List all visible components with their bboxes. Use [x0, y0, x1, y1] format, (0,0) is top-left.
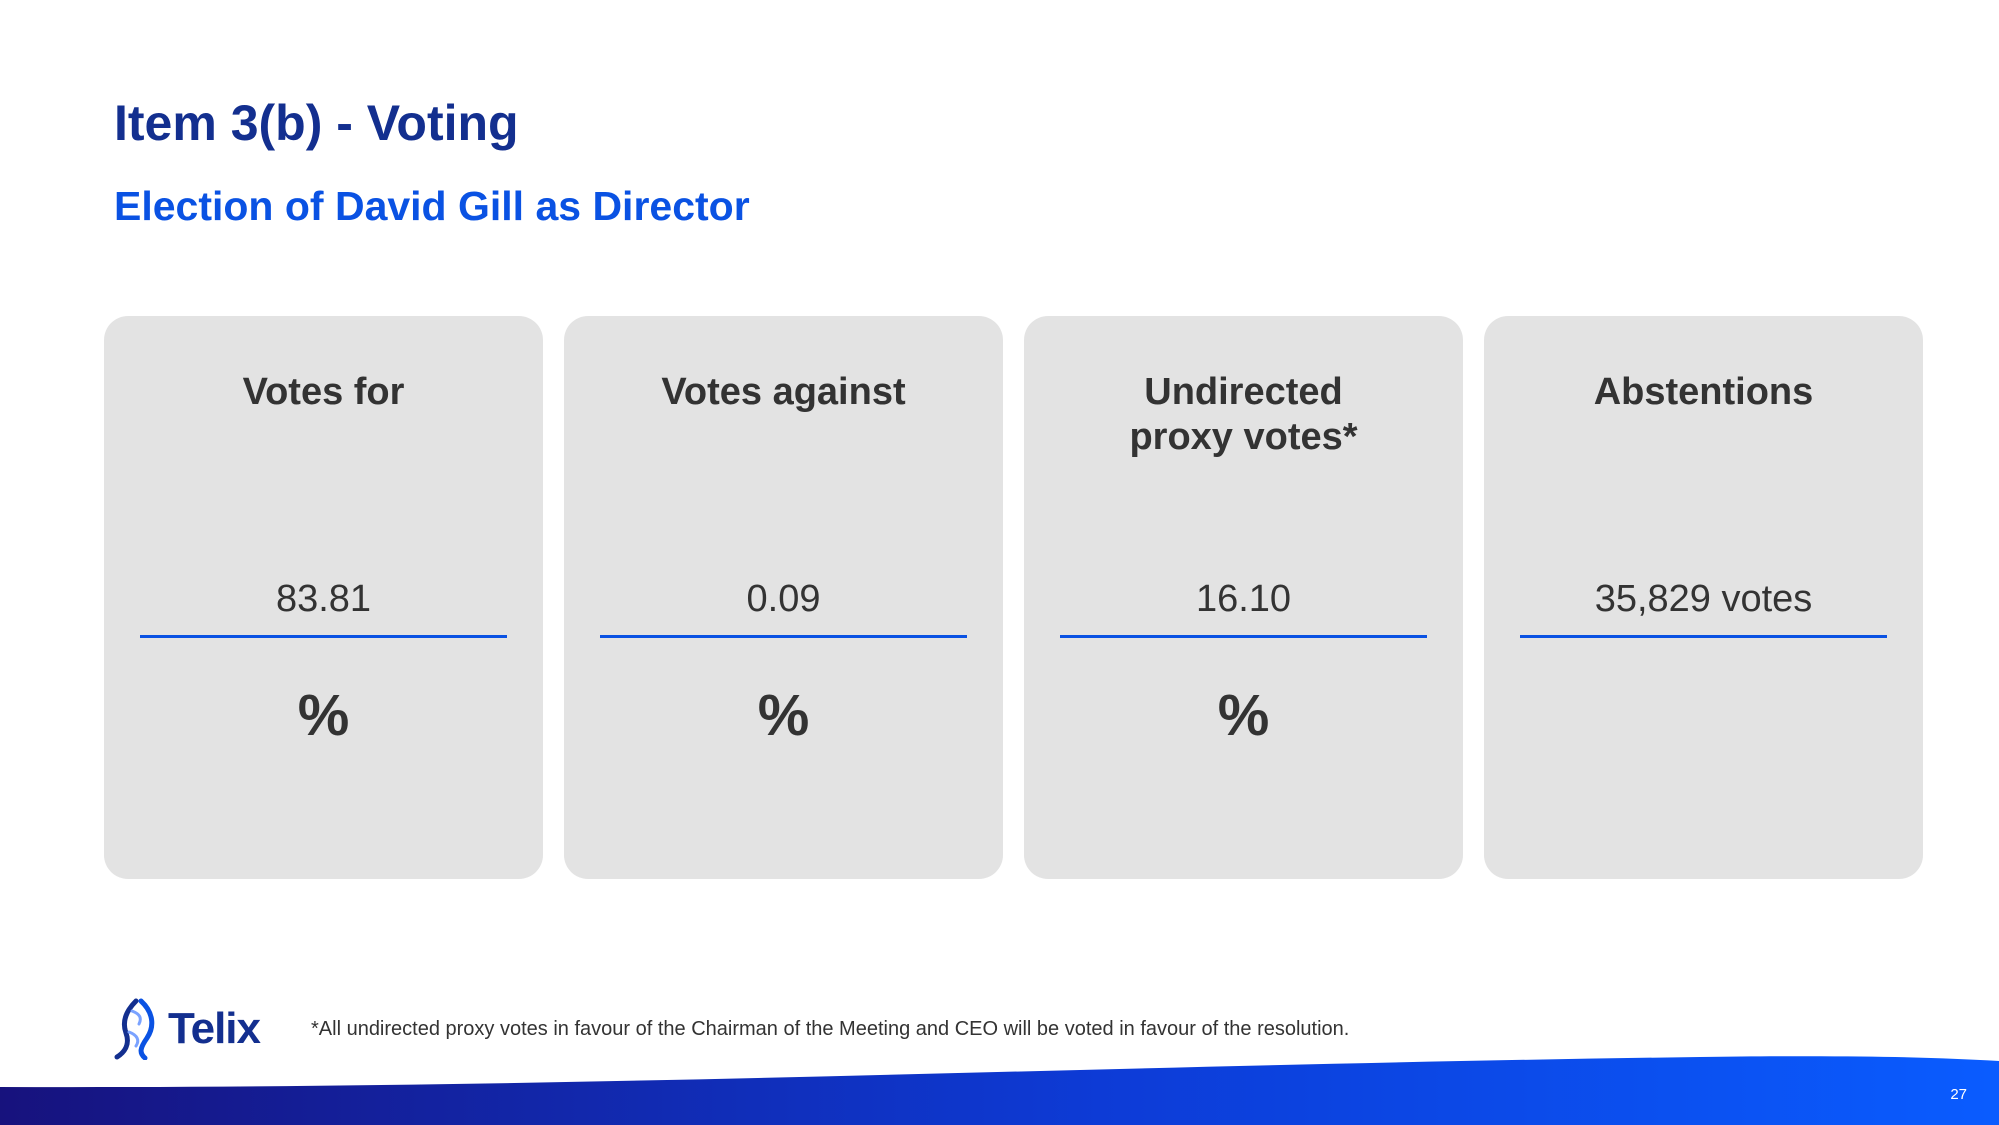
card-value: 83.81	[275, 578, 372, 620]
card-title: Votes for	[124, 370, 523, 415]
card-title: Votes against	[584, 370, 983, 415]
slide-subtitle: Election of David Gill as Director	[114, 183, 750, 229]
card-divider	[140, 635, 507, 638]
card-title-line: proxy votes*	[1129, 416, 1358, 458]
card-unit: %	[1217, 683, 1270, 748]
card-title-line: Votes against	[661, 371, 906, 413]
card-value: 35,829 votes	[1594, 578, 1813, 620]
card-unit: %	[297, 683, 350, 748]
voting-results: Votes for 83.81 % Votes against 0.09 % U…	[104, 316, 1923, 879]
card-title: Undirected proxy votes*	[1044, 370, 1443, 460]
votes-against-card: Votes against 0.09 %	[564, 316, 1003, 879]
card-title-line: Votes for	[242, 371, 405, 413]
abstentions-card: Abstentions 35,829 votes	[1484, 316, 1923, 879]
card-value: 0.09	[746, 578, 821, 620]
undirected-proxy-votes-card: Undirected proxy votes* 16.10 %	[1024, 316, 1463, 879]
telix-helix-icon	[114, 998, 155, 1060]
card-divider	[600, 635, 967, 638]
slide-title: Item 3(b) - Voting	[114, 95, 519, 151]
card-value: 16.10	[1195, 578, 1292, 620]
card-divider	[1520, 635, 1887, 638]
card-title-line: Abstentions	[1593, 371, 1814, 413]
logo-wordmark: Telix	[168, 1004, 261, 1053]
card-title: Abstentions	[1504, 370, 1903, 415]
votes-for-card: Votes for 83.81 %	[104, 316, 543, 879]
footnote: *All undirected proxy votes in favour of…	[311, 1018, 1350, 1040]
page-number: 27	[1950, 1086, 1967, 1103]
footer-wave	[0, 1056, 1999, 1125]
card-divider	[1060, 635, 1427, 638]
telix-logo: Telix	[112, 998, 261, 1060]
card-unit: %	[757, 683, 810, 748]
card-title-line: Undirected	[1144, 371, 1343, 413]
